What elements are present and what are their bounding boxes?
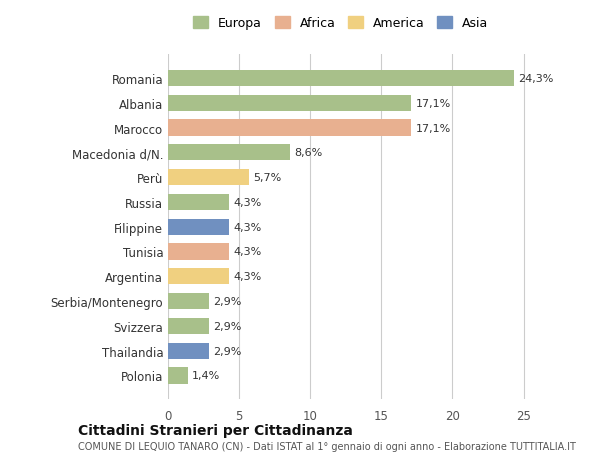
Bar	[168, 269, 229, 285]
Bar	[168, 368, 188, 384]
Bar	[168, 120, 411, 136]
Bar	[168, 293, 209, 309]
Bar	[168, 343, 209, 359]
Bar	[168, 244, 229, 260]
Text: 17,1%: 17,1%	[415, 123, 451, 133]
Text: 2,9%: 2,9%	[214, 321, 242, 331]
Bar	[168, 71, 514, 87]
Bar	[168, 318, 209, 334]
Text: 5,7%: 5,7%	[253, 173, 281, 183]
Text: 8,6%: 8,6%	[295, 148, 323, 158]
Bar	[168, 145, 290, 161]
Text: 4,3%: 4,3%	[233, 222, 262, 232]
Bar	[168, 170, 249, 186]
Bar	[168, 219, 229, 235]
Text: 24,3%: 24,3%	[518, 74, 553, 84]
Text: 4,3%: 4,3%	[233, 197, 262, 207]
Bar	[168, 95, 411, 112]
Legend: Europa, Africa, America, Asia: Europa, Africa, America, Asia	[193, 17, 488, 30]
Text: 2,9%: 2,9%	[214, 297, 242, 307]
Text: 1,4%: 1,4%	[192, 371, 220, 381]
Text: Cittadini Stranieri per Cittadinanza: Cittadini Stranieri per Cittadinanza	[78, 423, 353, 437]
Text: 4,3%: 4,3%	[233, 272, 262, 282]
Text: 4,3%: 4,3%	[233, 247, 262, 257]
Text: 17,1%: 17,1%	[415, 99, 451, 108]
Text: 2,9%: 2,9%	[214, 346, 242, 356]
Bar	[168, 195, 229, 211]
Text: COMUNE DI LEQUIO TANARO (CN) - Dati ISTAT al 1° gennaio di ogni anno - Elaborazi: COMUNE DI LEQUIO TANARO (CN) - Dati ISTA…	[78, 441, 576, 451]
